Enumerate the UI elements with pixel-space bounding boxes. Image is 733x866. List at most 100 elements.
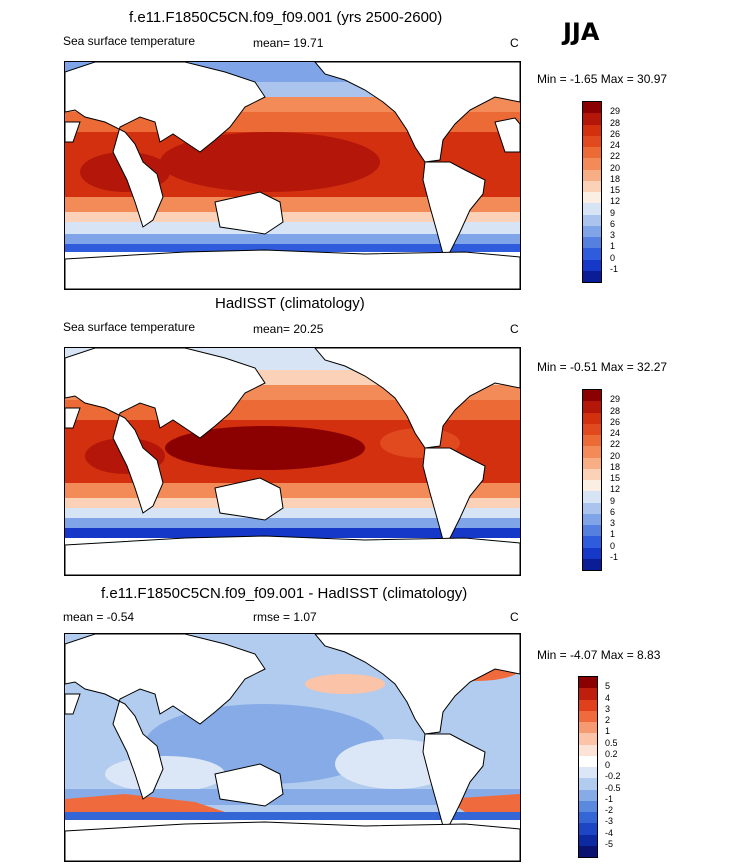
panel-1-variable-label: Sea surface temperature [63, 34, 196, 48]
colorbar-swatch [583, 259, 601, 271]
colorbar-tick-label: 20 [610, 450, 621, 461]
panel-1-minmax: Min = -1.65 Max = 30.97 [537, 72, 668, 86]
colorbar-swatch [583, 169, 601, 181]
colorbar-tick-label: -5 [605, 838, 614, 849]
colorbar-swatch [583, 401, 601, 413]
colorbar-swatch [583, 248, 601, 260]
colorbar-tick-label: 9 [610, 495, 616, 506]
colorbar-tick-label: 3 [610, 518, 616, 528]
colorbar-tick-label: 2 [605, 715, 611, 725]
panel-1-units: C [510, 36, 519, 50]
colorbar-swatch [579, 710, 597, 722]
colorbar-swatch [579, 800, 597, 812]
colorbar-swatch [583, 536, 601, 548]
colorbar-tick-label: 6 [610, 218, 616, 229]
colorbar-tick-label: 22 [610, 151, 621, 162]
colorbar-swatch [583, 180, 601, 192]
panel-3-rmse: rmse = 1.07 [253, 610, 317, 624]
colorbar-tick-label: 18 [610, 461, 621, 472]
colorbar-swatch [583, 513, 601, 525]
colorbar-tick-label: 29 [610, 106, 621, 117]
colorbar-tick-label: -0.5 [605, 782, 621, 793]
colorbar-tick-label: 1 [605, 726, 611, 737]
colorbar-swatch [583, 225, 601, 237]
panel-3-colorbar-labels: 5 4 3 2 1 0.5 0.2 0 -0.2 -0.5 -1 -2 -3 -4 -5 [605, 676, 645, 856]
colorbar-swatch [583, 457, 601, 469]
colorbar-swatch [579, 845, 597, 857]
colorbar-swatch [583, 102, 601, 114]
panel-2-variable-label: Sea surface temperature [63, 320, 196, 334]
panel-2-colorbar [582, 389, 602, 571]
colorbar-tick-label: 29 [610, 394, 621, 405]
colorbar-tick-label: 0.5 [605, 737, 618, 748]
colorbar-tick-label: -1 [610, 263, 619, 274]
colorbar-swatch [583, 390, 601, 402]
colorbar-swatch [583, 491, 601, 503]
panel-3-minmax: Min = -4.07 Max = 8.83 [537, 648, 661, 662]
colorbar-tick-label: 3 [605, 703, 611, 714]
colorbar-swatch [583, 480, 601, 492]
colorbar-tick-label: 24 [610, 140, 621, 150]
colorbar-swatch [579, 767, 597, 779]
panel-1-title: f.e11.F1850C5CN.f09_f09.001 (yrs 2500-26… [129, 9, 443, 26]
colorbar-tick-label: 15 [610, 473, 621, 483]
colorbar-tick-label: 0 [610, 252, 616, 263]
colorbar-tick-label: 15 [610, 185, 621, 195]
colorbar-swatch [583, 435, 601, 447]
colorbar-swatch [583, 113, 601, 125]
colorbar-tick-label: 22 [610, 439, 621, 450]
colorbar-tick-label: -0.2 [605, 771, 621, 782]
panel-1-map-canvas [65, 62, 520, 289]
colorbar-swatch [579, 778, 597, 790]
colorbar-swatch [583, 525, 601, 537]
colorbar-tick-label: -1 [610, 551, 619, 562]
colorbar-tick-label: -4 [605, 827, 614, 838]
colorbar-tick-label: -3 [605, 816, 614, 827]
colorbar-tick-label: 12 [610, 196, 621, 207]
colorbar-tick-label: 26 [610, 416, 621, 427]
colorbar-swatch [583, 147, 601, 159]
panel-1-mean: mean= 19.71 [253, 36, 324, 50]
colorbar-swatch [579, 688, 597, 700]
colorbar-swatch [579, 823, 597, 835]
panel-2-mean: mean= 20.25 [253, 322, 324, 336]
colorbar-swatch [583, 423, 601, 435]
colorbar-tick-label: 28 [610, 405, 621, 416]
colorbar-swatch [579, 733, 597, 745]
colorbar-swatch [583, 192, 601, 204]
colorbar-swatch [583, 558, 601, 570]
colorbar-swatch [583, 203, 601, 215]
panel-2-units: C [510, 322, 519, 336]
colorbar-tick-label: 18 [610, 173, 621, 184]
colorbar-swatch [579, 699, 597, 711]
colorbar-swatch [583, 158, 601, 170]
colorbar-tick-label: 12 [610, 484, 621, 495]
colorbar-swatch [579, 677, 597, 689]
panel-2-map-canvas [65, 348, 520, 575]
panel-2-title: HadISST (climatology) [215, 295, 365, 312]
panel-2-colorbar-labels: 29 28 26 24 22 20 18 15 12 9 6 3 1 0 -1 [610, 389, 650, 569]
colorbar-swatch [579, 722, 597, 734]
colorbar-tick-label: 0 [610, 540, 616, 551]
colorbar-swatch [583, 270, 601, 282]
panel-3-map [64, 633, 521, 862]
colorbar-tick-label: 26 [610, 128, 621, 139]
panel-3-title: f.e11.F1850C5CN.f09_f09.001 - HadISST (c… [101, 585, 468, 602]
colorbar-tick-label: 0 [605, 760, 611, 770]
colorbar-swatch [583, 124, 601, 136]
colorbar-swatch [579, 755, 597, 767]
panel-1-colorbar-labels: 29 28 26 24 22 20 18 15 12 9 6 3 1 0 -1 [610, 101, 650, 281]
colorbar-swatch [579, 812, 597, 824]
colorbar-swatch [579, 834, 597, 846]
panel-3-mean: mean = -0.54 [63, 610, 135, 624]
colorbar-swatch [583, 547, 601, 559]
panel-1-map [64, 61, 521, 290]
colorbar-tick-label: 28 [610, 117, 621, 128]
colorbar-swatch [579, 744, 597, 756]
colorbar-swatch [583, 214, 601, 226]
colorbar-swatch [583, 135, 601, 147]
colorbar-tick-label: 24 [610, 428, 621, 438]
colorbar-tick-label: -2 [605, 805, 614, 815]
colorbar-swatch [583, 502, 601, 514]
colorbar-tick-label: 3 [610, 230, 616, 240]
